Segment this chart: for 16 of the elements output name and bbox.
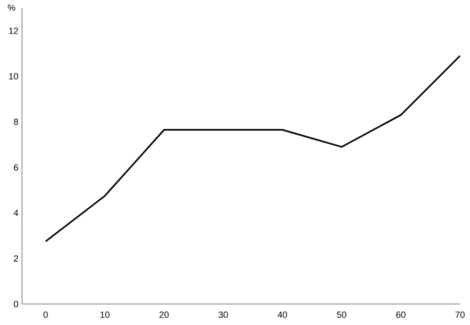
y-tick-label: 4 xyxy=(14,210,18,216)
y-tick-label: 12 xyxy=(9,28,18,34)
x-tick-label: 10 xyxy=(100,312,110,318)
x-tick-label: 20 xyxy=(160,312,169,318)
y-tick-label: 10 xyxy=(9,73,18,80)
y-axis-title: % xyxy=(8,4,16,11)
x-tick-label: 0 xyxy=(44,312,48,318)
x-tick-label: 70 xyxy=(455,312,465,318)
y-tick-label: 6 xyxy=(14,164,18,171)
y-tick-label: 8 xyxy=(14,118,18,126)
x-tick-label: 60 xyxy=(396,312,406,318)
x-tick-label: 40 xyxy=(278,312,288,318)
y-tick-label: 2 xyxy=(14,255,18,262)
x-tick-label: 50 xyxy=(336,312,346,318)
x-tick-label: 30 xyxy=(218,312,228,318)
y-tick-label: 0 xyxy=(14,300,18,308)
